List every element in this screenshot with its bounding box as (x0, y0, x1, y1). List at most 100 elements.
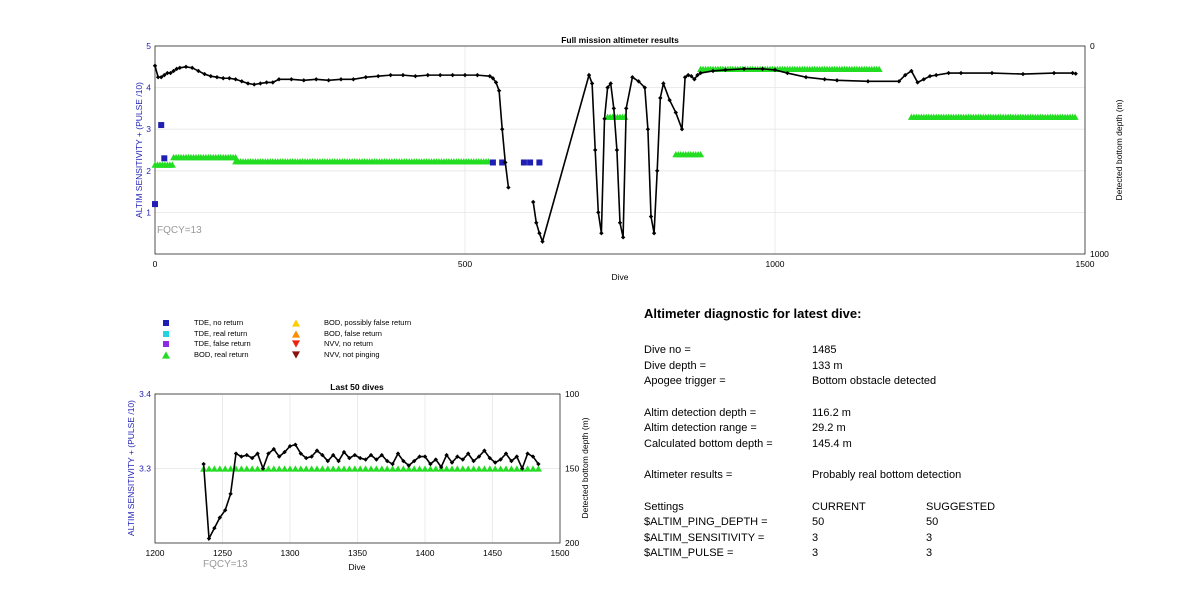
top-depth-point (363, 75, 368, 80)
top-depth-point (177, 65, 182, 71)
calc-depth-row: Calculated bottom depth = 145.4 m (644, 437, 1164, 453)
top-depth-point (642, 85, 647, 90)
bottom-x-tick-label: 1200 (146, 548, 165, 558)
top-depth-point (958, 70, 964, 76)
legend-label: TDE, false return (194, 339, 251, 348)
bottom-bod-real-point (270, 465, 278, 472)
top-depth-point (760, 66, 765, 72)
top-y-tick-label: 4 (146, 83, 151, 93)
top-depth-point (534, 220, 539, 225)
bottom-y-label: ALTIM SENSITIVITY + (PULSE /10) (126, 400, 136, 536)
bottom-depth-point (293, 442, 298, 447)
bottom-depth-point (244, 452, 249, 458)
top-depth-point (915, 80, 920, 85)
top-bod-real-point (875, 65, 883, 73)
top-depth-point (152, 63, 158, 68)
top-depth-point (785, 70, 790, 76)
bottom-y2-tick-label: 200 (565, 538, 579, 548)
top-tde-points (152, 122, 543, 208)
bottom-bod-real-point (205, 465, 213, 472)
top-depth-point (682, 75, 688, 80)
top-depth-point (159, 75, 164, 80)
dive-no-value: 1485 (812, 344, 837, 356)
top-depth-point (264, 80, 269, 85)
top-depth-point (1020, 71, 1026, 77)
pulse-label: $ALTIM_PULSE = (644, 547, 734, 559)
bottom-depth-point (250, 455, 255, 461)
bottom-x-tick-label: 1450 (483, 548, 502, 558)
altim-depth-label: Altim detection depth = (644, 406, 757, 419)
top-tde-no-return-point (158, 122, 165, 129)
bottom-depth-point (239, 454, 244, 459)
top-depth-point (245, 81, 251, 86)
bottom-depth-point (347, 455, 352, 461)
top-depth-point (506, 185, 511, 190)
top-depth-point (503, 160, 508, 165)
top-depth-point (695, 72, 700, 78)
top-depth-point (490, 76, 496, 81)
top-bod-real-point (168, 161, 176, 168)
bottom-bod-real-point (324, 465, 332, 472)
top-depth-point (989, 70, 995, 76)
top-y-tick-label: 1 (146, 207, 151, 217)
top-depth-point (648, 214, 654, 219)
top-tde-no-return-point (499, 159, 506, 166)
top-y-tick-label: 5 (146, 41, 151, 51)
pulse-current: 3 (812, 547, 819, 559)
top-depth-point (450, 72, 455, 78)
results-label: Altimeter results = (644, 469, 733, 481)
bottom-bod-real-point (389, 465, 397, 472)
bottom-y2-tick-label: 150 (565, 464, 579, 474)
diagnostic-panel: Altimeter diagnostic for latest dive: Di… (644, 306, 1164, 562)
dive-depth-row: Dive depth = 133 m (644, 359, 1164, 375)
bottom-y2-ticks: 100 150 200 (565, 389, 579, 548)
bottom-bod-real-point (345, 465, 353, 472)
top-y-label: ALTIM SENSITIVITY + (PULSE /10) (134, 82, 144, 218)
top-x-tick-label: 500 (458, 259, 472, 269)
top-depth-point (388, 72, 393, 78)
top-tde-no-return-point (489, 159, 496, 166)
top-depth-point (165, 70, 170, 76)
bottom-bod-real-point (264, 465, 272, 472)
top-y-tick-label: 3 (146, 124, 151, 134)
results-value: Probably real bottom detection (812, 469, 962, 481)
bottom-depth-point (487, 455, 492, 461)
top-depth-point (190, 65, 195, 71)
top-depth-point (496, 88, 502, 93)
top-depth-point (593, 147, 598, 153)
top-depth-point (624, 106, 629, 111)
bottom-bod-real-point (308, 465, 316, 472)
bottom-depth-point (449, 460, 455, 465)
bottom-depth-point (341, 449, 347, 455)
top-depth-point (227, 76, 232, 81)
triangle-down-icon (292, 350, 300, 359)
top-depth-point (493, 80, 499, 85)
pulse-row: $ALTIM_PULSE = 3 3 (644, 546, 1164, 562)
top-depth-point (239, 79, 244, 84)
top-tde-no-return-point (152, 201, 158, 208)
top-bod-real-point (697, 151, 705, 158)
bottom-bod-real-point (237, 465, 245, 472)
bottom-depth-point (482, 448, 487, 453)
top-depth-point (645, 127, 651, 132)
square-icon (163, 330, 169, 337)
bottom-depth-point (282, 449, 287, 455)
top-depth-point (934, 72, 939, 78)
bottom-chart-title: Last 50 dives (330, 382, 384, 392)
top-depth-point (921, 77, 926, 82)
bottom-depth-point (228, 491, 233, 497)
bottom-bod-real-point (254, 465, 262, 472)
bottom-depth-point (304, 455, 309, 461)
top-y2-tick-label: 1000 (1090, 249, 1109, 259)
bottom-depth-point (260, 466, 266, 471)
ping-depth-current: 50 (812, 516, 825, 528)
top-x-tick-label: 1500 (1076, 259, 1095, 269)
top-depth-point (208, 73, 213, 79)
top-depth-point (500, 127, 505, 132)
bottom-depth-point (390, 461, 395, 467)
top-depth-point (586, 72, 592, 78)
altim-range-label: Altim detection range = (644, 422, 757, 434)
top-depth-point (270, 80, 275, 85)
top-depth-point (1070, 70, 1075, 76)
